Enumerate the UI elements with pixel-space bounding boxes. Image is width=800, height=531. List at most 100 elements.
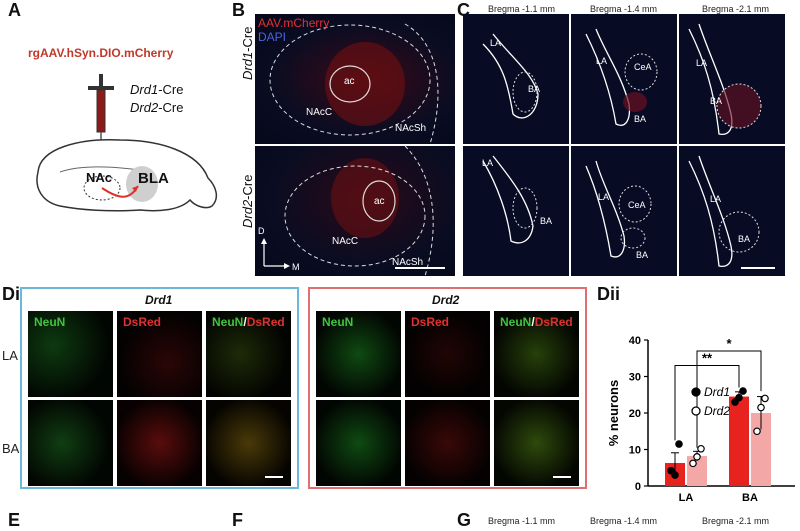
data-point (757, 403, 765, 412)
row-label-ba: BA (2, 441, 20, 456)
drd2-cre-label: Drd2-Cre (130, 100, 183, 115)
ba-label: BA (738, 234, 751, 244)
image-c-5 (571, 146, 677, 276)
dsred-label: DsRed (123, 315, 162, 329)
orientation-arrows (261, 238, 290, 269)
tile-drd2-la-dsred: DsRed (405, 311, 490, 397)
la-label: LA (710, 194, 722, 204)
nacsh-label: NAcSh (395, 123, 427, 134)
row-label-drd2-cre: Drd2-Cre (240, 138, 255, 228)
tile-drd2-ba-neun (316, 400, 401, 486)
legend-label: Drd1 (704, 385, 730, 399)
bregma-label: Bregma -1.4 mm (590, 4, 658, 14)
drd1-frame (20, 287, 299, 489)
bregma-label: Bregma -1.1 mm (488, 4, 556, 14)
image-c-3 (679, 14, 785, 144)
tile-drd2-la-neun: NeuN (316, 311, 401, 397)
bregma-label: Bregma -1.4 mm (590, 516, 658, 526)
tile-drd1-la-merge: NeuN/DsRed (206, 311, 291, 397)
panel-label-g: G (457, 510, 472, 530)
data-point (735, 393, 743, 402)
drd2-title: Drd2 (432, 293, 460, 307)
legend-label: Drd2 (704, 404, 730, 418)
cea-label: CeA (628, 200, 646, 210)
y-axis-label: % neurons (606, 380, 621, 446)
image-b-drd1 (255, 14, 455, 144)
row-label-drd1-cre: Drd1-Cre (240, 0, 255, 80)
tile-drd1-ba-dsred (117, 400, 202, 486)
merge-label: NeuN/DsRed (212, 315, 285, 329)
dsred-label: DsRed (534, 315, 573, 329)
tile-drd1-ba-merge (206, 400, 291, 486)
cre-suffix: -Cre (240, 26, 255, 52)
ba-label: BA (710, 96, 723, 106)
gene-name: Drd2 (240, 199, 255, 228)
cre-suffix: -Cre (158, 100, 184, 115)
nacc-label: NAcC (306, 107, 333, 118)
drd1-cre-label: Drd1-Cre (130, 82, 183, 97)
bla-label: BLA (138, 170, 169, 187)
ba-label: BA (540, 216, 553, 226)
bregma-label: Bregma -2.1 mm (702, 516, 770, 526)
la-label: LA (598, 192, 610, 202)
data-point (693, 453, 701, 461)
ac-label: ac (344, 76, 355, 87)
legend-marker (691, 406, 701, 416)
tile-drd2-la-merge: NeuN/DsRed (494, 311, 579, 397)
data-point (689, 459, 697, 468)
b-drd1-overlay (269, 23, 439, 144)
panel-label-a: A (8, 0, 21, 20)
gene-name: Drd1 (240, 51, 255, 80)
legend-marker (691, 387, 701, 397)
mcherry-label: AAV.mCherry (258, 16, 330, 30)
b-drd2-overlay (284, 146, 445, 276)
nac-region (83, 175, 121, 201)
scale-bar (265, 476, 283, 478)
drd2-frame (308, 287, 587, 489)
tile-drd2-ba-dsred (405, 400, 490, 486)
brain-schematic (36, 74, 218, 212)
dapi-label: DAPI (258, 30, 287, 44)
drd2-gene: Drd2 (130, 100, 159, 115)
bar (729, 396, 749, 486)
slash: / (531, 315, 535, 329)
cre-suffix: -Cre (240, 174, 255, 200)
drd1-gene: Drd1 (130, 82, 159, 97)
y-tick-label: 40 (629, 335, 641, 347)
tile-drd2-ba-merge (494, 400, 579, 486)
scale-bar (553, 476, 571, 478)
tile-drd1-la-neun: NeuN (28, 311, 113, 397)
dsred-label: DsRed (411, 315, 450, 329)
nacsh-label: NAcSh (392, 257, 424, 268)
ac-label: ac (374, 196, 385, 207)
slash: / (243, 315, 247, 329)
la-label: LA (696, 58, 708, 68)
ba-label: BA (528, 84, 541, 94)
significance-label: ** (702, 351, 713, 366)
neun-label: NeuN (500, 315, 532, 329)
image-c-4 (463, 146, 569, 276)
la-label: LA (482, 158, 494, 168)
nacc-label: NAcC (332, 236, 359, 247)
x-tick-label: BA (742, 492, 758, 504)
row-label-la: LA (2, 348, 18, 363)
data-point (761, 394, 769, 403)
neun-label: NeuN (212, 315, 244, 329)
panel-label-e: E (8, 510, 21, 530)
cre-suffix: -Cre (158, 82, 184, 97)
brain-outline (36, 139, 218, 212)
data-point (697, 444, 705, 453)
y-tick-label: 0 (635, 481, 641, 493)
y-tick-label: 30 (629, 372, 641, 384)
image-c-1 (463, 14, 569, 144)
significance-bracket (696, 350, 762, 448)
panel-label-di: Di (2, 284, 20, 304)
data-point (671, 471, 679, 479)
image-c-2 (571, 14, 677, 144)
data-point (675, 440, 683, 448)
bregma-label: Bregma -1.1 mm (488, 516, 556, 526)
merge-label: NeuN/DsRed (500, 315, 573, 329)
drd1-title: Drd1 (145, 293, 173, 307)
panel-label-f: F (232, 510, 243, 530)
